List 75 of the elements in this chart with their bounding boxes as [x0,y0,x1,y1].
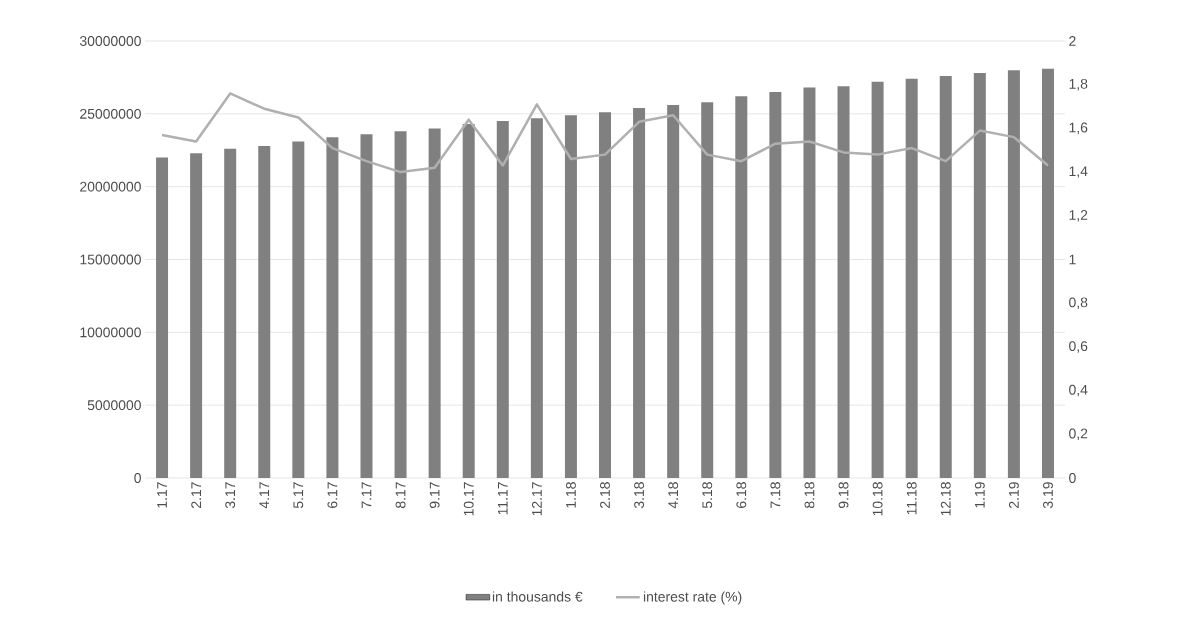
bar [190,153,203,478]
x-tick-label: 8.17 [395,482,406,509]
y2-tick-label: 1,8 [1069,78,1088,91]
y-tick-label: 20000000 [80,181,141,192]
bar [156,157,169,478]
legend-label: in thousands € [492,591,583,602]
y-tick-label: 0 [134,473,141,483]
x-tick-label: 1.19 [974,482,985,508]
y-tick-label: 5000000 [87,400,141,411]
bar [701,102,714,478]
line-series [160,92,1050,174]
bar [530,118,543,478]
y-tick-label: 10000000 [80,327,141,338]
y2-tick-label: 1,6 [1069,122,1088,135]
bar [360,134,373,478]
bar [394,131,407,478]
x-tick-label: 6.18 [736,482,747,508]
x-tick-label: 7.18 [770,482,781,508]
bar [496,121,509,478]
legend-label: interest rate (%) [643,591,742,605]
x-tick-label: 2.17 [191,482,201,508]
bar [633,108,646,478]
y2-tick-label: 1,2 [1069,210,1088,222]
y2-tick-label: 0,4 [1069,384,1088,397]
bar [224,148,237,478]
y2-tick-label: 0,2 [1069,428,1088,441]
x-tick-label: 1.18 [565,482,576,508]
bar [905,78,918,478]
y2-tick-label: 0 [1069,473,1076,483]
y2-tick-label: 1,4 [1069,166,1088,178]
bar [326,137,339,478]
bar [292,141,305,478]
x-tick-label: 5.17 [293,482,304,509]
x-tick-label: 12.18 [940,482,951,516]
x-tick-label: 2.18 [600,482,610,508]
bar [1041,68,1054,478]
x-tick-label: 8.18 [804,482,815,509]
y2-tick-label: 0,6 [1069,341,1088,353]
x-tick-label: 12.17 [531,482,542,516]
y2-tick-label: 2 [1069,36,1076,46]
x-tick-label: 2.19 [1008,482,1019,508]
bar [462,124,475,478]
bar [973,73,986,478]
x-tick-label: 3.18 [634,482,645,509]
x-tick-label: 4.17 [259,482,270,509]
x-tick-label: 1.17 [157,482,167,508]
x-tick-label: 9.17 [429,482,440,509]
bar [599,112,612,478]
bar [939,75,952,478]
x-tick-label: 10.17 [463,482,474,516]
x-tick-label: 10.18 [872,482,883,516]
x-tick-label: 11.17 [497,482,508,515]
x-tick-label: 5.18 [702,482,713,509]
y2-tick-label: 1 [1069,254,1076,265]
x-tick-label: 3.19 [1043,482,1053,509]
x-tick-label: 11.18 [906,482,917,515]
bar [735,96,748,478]
y-tick-label: 15000000 [80,254,141,265]
bar [258,145,271,478]
bar [564,115,577,478]
x-tick-label: 3.17 [225,482,236,509]
bar [871,81,884,478]
y-tick-label: 30000000 [79,36,141,46]
bar [837,86,850,478]
x-tick-label: 9.18 [838,482,849,509]
y2-tick-label: 0,8 [1069,297,1088,309]
bar [803,87,816,478]
x-tick-label: 6.17 [327,482,338,508]
bar [769,91,782,478]
y-tick-label: 25000000 [80,108,141,119]
bar [1007,70,1020,478]
x-tick-label: 7.17 [361,482,372,508]
x-tick-label: 4.18 [668,482,679,509]
bar [667,105,680,478]
bar [428,128,441,478]
